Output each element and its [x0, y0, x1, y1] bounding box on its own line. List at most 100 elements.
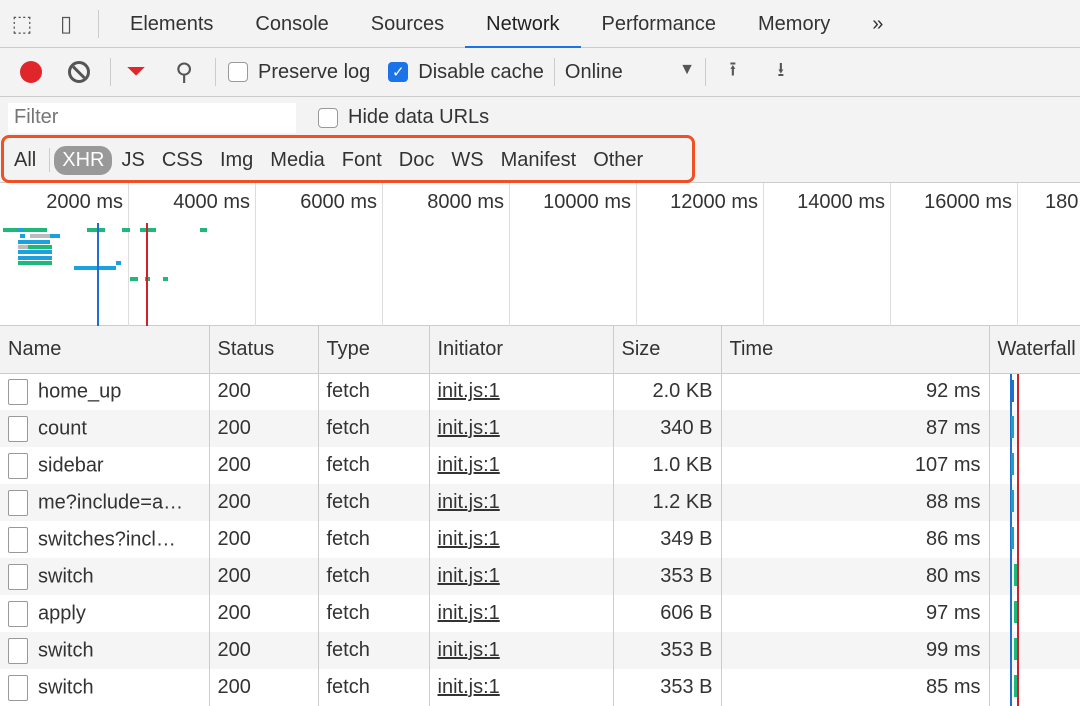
tab-performance[interactable]: Performance: [601, 12, 717, 35]
request-name[interactable]: switch: [0, 558, 210, 595]
dom-content-loaded-line: [1009, 595, 1012, 632]
request-initiator[interactable]: init.js:1: [429, 632, 614, 669]
column-header-time[interactable]: Time: [721, 326, 990, 374]
type-filter-doc[interactable]: Doc: [398, 148, 435, 171]
request-initiator[interactable]: init.js:1: [429, 521, 614, 558]
export-har-button[interactable]: ⭳: [764, 55, 798, 89]
request-name[interactable]: switch: [0, 632, 210, 669]
divider: [704, 58, 706, 86]
request-name[interactable]: count: [0, 410, 210, 447]
request-size: 2.0 KB: [613, 373, 722, 410]
request-row[interactable]: switch 200 fetch init.js:1 353 B 85 ms: [0, 669, 1080, 706]
request-waterfall: [989, 484, 1080, 521]
clear-button[interactable]: [62, 55, 96, 89]
file-icon: [8, 563, 28, 590]
column-header-size[interactable]: Size: [613, 326, 722, 374]
overview-gridline: [255, 183, 256, 326]
tab-console[interactable]: Console: [255, 12, 329, 35]
initiator-link[interactable]: init.js:1: [437, 565, 500, 587]
load-event-line: [146, 223, 148, 326]
filter-input[interactable]: [8, 102, 296, 133]
request-initiator[interactable]: init.js:1: [429, 595, 614, 632]
initiator-link[interactable]: init.js:1: [437, 639, 500, 661]
request-row[interactable]: switch 200 fetch init.js:1 353 B 80 ms: [0, 558, 1080, 595]
type-filter-other[interactable]: Other: [593, 148, 644, 171]
column-header-status[interactable]: Status: [209, 326, 319, 374]
type-filter-css[interactable]: CSS: [161, 148, 203, 171]
request-name-text: switch: [38, 675, 94, 698]
preserve-log-checkbox[interactable]: [228, 62, 248, 82]
tab-sources[interactable]: Sources: [370, 12, 445, 35]
initiator-link[interactable]: init.js:1: [437, 417, 500, 439]
tab-network[interactable]: Network: [465, 0, 581, 48]
import-har-button[interactable]: ⭱: [716, 55, 750, 89]
search-button[interactable]: ⚲: [167, 55, 201, 89]
request-name[interactable]: switches?incl…: [0, 521, 210, 558]
request-waterfall: [989, 373, 1080, 410]
request-name[interactable]: me?include=a…: [0, 484, 210, 521]
type-filter-media[interactable]: Media: [270, 148, 325, 171]
request-row[interactable]: sidebar 200 fetch init.js:1 1.0 KB 107 m…: [0, 447, 1080, 484]
type-filter-js[interactable]: JS: [121, 148, 145, 171]
tab-elements[interactable]: Elements: [130, 12, 214, 35]
type-filter-manifest[interactable]: Manifest: [500, 148, 577, 171]
request-initiator[interactable]: init.js:1: [429, 373, 614, 410]
request-time: 86 ms: [721, 521, 990, 558]
filter-button[interactable]: ⏷: [119, 55, 153, 89]
column-header-waterfall[interactable]: Waterfall: [989, 326, 1080, 374]
initiator-link[interactable]: init.js:1: [437, 676, 500, 698]
chevron-down-icon: ▼: [679, 60, 695, 78]
overview-request-bar: [30, 234, 60, 239]
request-status: 200: [209, 373, 319, 410]
initiator-link[interactable]: init.js:1: [437, 454, 500, 476]
record-button[interactable]: [14, 55, 48, 89]
initiator-link[interactable]: init.js:1: [437, 380, 500, 403]
request-row[interactable]: switches?incl… 200 fetch init.js:1 349 B…: [0, 521, 1080, 558]
request-name[interactable]: apply: [0, 595, 210, 632]
request-size: 349 B: [613, 521, 722, 558]
type-filter-img[interactable]: Img: [219, 148, 254, 171]
disable-cache-checkbox[interactable]: ✓: [388, 62, 409, 82]
inspect-element-icon[interactable]: ⬚: [11, 10, 33, 36]
initiator-link[interactable]: init.js:1: [437, 528, 500, 550]
device-toolbar-icon[interactable]: ▯: [59, 10, 73, 36]
waterfall-bar: [1010, 527, 1014, 549]
type-filter-xhr[interactable]: XHR: [54, 145, 113, 175]
request-name[interactable]: home_up: [0, 373, 210, 410]
type-filter-ws[interactable]: WS: [451, 148, 484, 171]
request-name[interactable]: sidebar: [0, 447, 210, 484]
upload-icon: ⭱: [729, 59, 737, 81]
request-initiator[interactable]: init.js:1: [429, 447, 614, 484]
request-row[interactable]: me?include=a… 200 fetch init.js:1 1.2 KB…: [0, 484, 1080, 521]
request-time: 85 ms: [721, 669, 990, 706]
load-event-line: [1016, 484, 1019, 521]
request-initiator[interactable]: init.js:1: [429, 484, 614, 521]
initiator-link[interactable]: init.js:1: [437, 491, 500, 513]
request-row[interactable]: home_up 200 fetch init.js:1 2.0 KB 92 ms: [0, 373, 1080, 410]
hide-data-urls-label: Hide data URLs: [348, 106, 490, 128]
more-tabs-icon[interactable]: »: [872, 12, 884, 35]
request-row[interactable]: apply 200 fetch init.js:1 606 B 97 ms: [0, 595, 1080, 632]
request-initiator[interactable]: init.js:1: [429, 558, 614, 595]
request-row[interactable]: count 200 fetch init.js:1 340 B 87 ms: [0, 410, 1080, 447]
request-name-text: me?include=a…: [38, 490, 184, 513]
timeline-overview[interactable]: 2000 ms 4000 ms 6000 ms 8000 ms 10000 ms 1200…: [0, 183, 1080, 326]
throttling-select[interactable]: Online ▼: [565, 61, 695, 84]
tab-memory[interactable]: Memory: [758, 12, 831, 35]
request-row[interactable]: switch 200 fetch init.js:1 353 B 99 ms: [0, 632, 1080, 669]
waterfall-bar: [1013, 675, 1017, 697]
type-filter-font[interactable]: Font: [341, 148, 382, 171]
request-initiator[interactable]: init.js:1: [429, 410, 614, 447]
record-icon: [20, 61, 42, 83]
type-filter-all[interactable]: All: [14, 148, 37, 171]
request-initiator[interactable]: init.js:1: [429, 669, 614, 706]
hide-data-urls-checkbox[interactable]: [318, 107, 338, 128]
column-header-name[interactable]: Name: [0, 326, 210, 374]
request-waterfall: [989, 558, 1080, 595]
column-header-type[interactable]: Type: [318, 326, 430, 374]
request-time: 92 ms: [721, 373, 990, 410]
request-name[interactable]: switch: [0, 669, 210, 706]
initiator-link[interactable]: init.js:1: [437, 602, 500, 624]
column-header-initiator[interactable]: Initiator: [429, 326, 614, 374]
request-time: 87 ms: [721, 410, 990, 447]
